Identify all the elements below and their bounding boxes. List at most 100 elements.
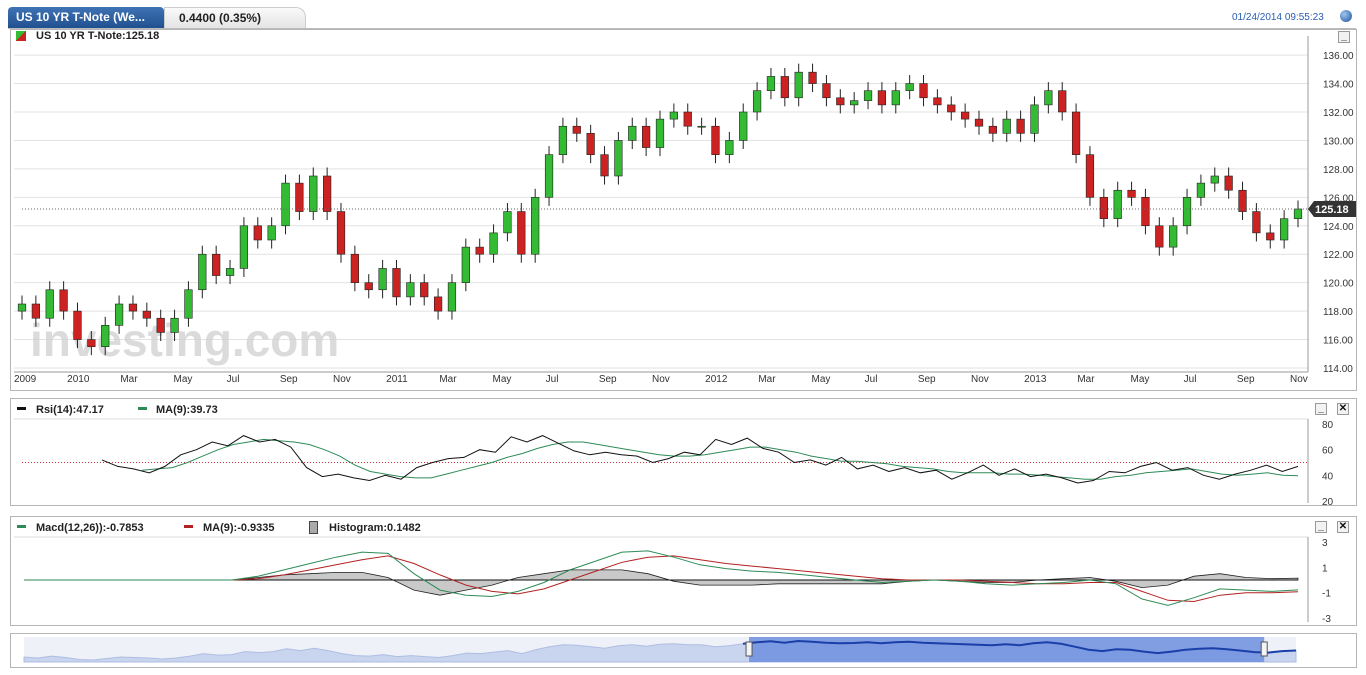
candle (1266, 232, 1275, 241)
candle (184, 289, 193, 319)
histogram-swatch (309, 521, 318, 534)
rsi-minimize-button[interactable]: _ (1315, 403, 1327, 415)
time-tick-label: May (493, 374, 512, 385)
navigator-panel[interactable] (10, 633, 1357, 668)
candle (933, 97, 942, 106)
price-legend: US 10 YR T-Note:125.18 (36, 30, 160, 42)
candle (475, 246, 484, 255)
candle (378, 268, 387, 291)
rsi-swatch (17, 407, 26, 410)
candle (614, 140, 623, 177)
macd-tick-label: 3 (1322, 538, 1328, 549)
candle (836, 97, 845, 106)
candle (156, 317, 165, 333)
macd-minimize-button[interactable]: _ (1315, 521, 1327, 533)
candle (850, 100, 859, 106)
candle (225, 268, 235, 276)
candle (1141, 197, 1150, 227)
price-tick-label: 136.00 (1323, 51, 1354, 62)
candle (198, 253, 207, 291)
rsi-close-button[interactable]: ✕ (1337, 403, 1349, 415)
time-tick-label: 2010 (67, 374, 90, 385)
minimize-button[interactable]: _ (1338, 31, 1350, 43)
candle (947, 104, 956, 113)
candles (17, 63, 1303, 356)
time-tick-label: Sep (280, 374, 298, 385)
rsi-tick-label: 60 (1322, 446, 1334, 457)
macd-tick-label: -3 (1322, 614, 1331, 625)
rsi-panel (10, 398, 1357, 506)
candle (586, 133, 595, 155)
price-tick-label: 126.00 (1323, 193, 1354, 204)
header-divider (8, 28, 1356, 29)
candle (1280, 218, 1289, 241)
candle (1127, 189, 1136, 198)
time-tick-label: May (812, 374, 831, 385)
macd-histogram (24, 569, 1299, 596)
rsi-plot: 20 40 60 80 (14, 418, 1334, 508)
candle (863, 90, 873, 101)
candle (1293, 208, 1303, 219)
candle (1085, 154, 1095, 198)
time-tick-label: 2009 (14, 374, 37, 385)
candle (919, 83, 928, 99)
candle (1196, 182, 1206, 198)
macd-tick-label: -1 (1322, 589, 1331, 600)
candle (309, 175, 318, 212)
candle (212, 253, 221, 276)
navigator-right-handle[interactable] (1260, 641, 1268, 657)
candle (1113, 189, 1122, 219)
time-tick-label: Nov (1290, 374, 1308, 385)
candle (239, 225, 249, 269)
time-tick-label: Jul (227, 374, 240, 385)
price-axis: 114.00 116.00 118.00 120.00 122.00 124.00 126.… (14, 36, 1354, 375)
candle (1169, 225, 1178, 248)
candle (142, 310, 151, 319)
rsi-label: Rsi(14):47.17 (36, 404, 104, 416)
candle (1016, 118, 1025, 134)
time-tick-label: Nov (333, 374, 351, 385)
time-tick-label: Nov (971, 374, 989, 385)
candle (600, 154, 609, 177)
time-tick-label: May (1131, 374, 1150, 385)
last-price-marker: 125.18 (22, 200, 1356, 217)
time-tick-label: Jul (1184, 374, 1197, 385)
price-tick-label: 116.00 (1323, 336, 1353, 347)
globe-icon[interactable] (1340, 10, 1352, 22)
candle (1071, 111, 1081, 155)
candle (891, 90, 900, 106)
rsi-tick-label: 40 (1322, 471, 1334, 482)
macd-close-button[interactable]: ✕ (1337, 521, 1349, 533)
candle (87, 339, 96, 347)
macd-label: Macd(12,26)):-0.7853 (36, 522, 144, 534)
time-tick-label: Sep (1237, 374, 1255, 385)
candle (988, 125, 997, 134)
timestamp: 01/24/2014 09:55:23 (1232, 12, 1324, 23)
candle (170, 317, 179, 333)
candle (739, 111, 748, 141)
candle (655, 118, 665, 148)
time-tick-label: Mar (120, 374, 138, 385)
candle (1252, 211, 1261, 234)
candle (669, 111, 678, 120)
time-tick-label: Mar (758, 374, 776, 385)
time-tick-label: Sep (599, 374, 617, 385)
price-change-label: 0.4400 (0.35%) (164, 7, 306, 28)
navigator-left-handle[interactable] (745, 641, 753, 657)
macd-plot: -3 -1 1 3 (14, 536, 1331, 625)
candle (697, 125, 706, 128)
candle (905, 83, 914, 91)
candle (336, 211, 346, 255)
macd-panel (10, 516, 1357, 626)
instrument-tab[interactable]: US 10 YR T-Note (We... (8, 7, 164, 28)
time-tick-label: 2012 (705, 374, 728, 385)
candle (725, 140, 734, 155)
rsi-tick-label: 20 (1322, 497, 1334, 508)
candle (114, 303, 124, 326)
candle (683, 111, 692, 127)
navigator-plot (23, 637, 1297, 663)
candle (544, 154, 554, 198)
price-chart-panel (10, 29, 1357, 391)
histogram-label: Histogram:0.1482 (329, 522, 421, 534)
candle (766, 76, 776, 91)
